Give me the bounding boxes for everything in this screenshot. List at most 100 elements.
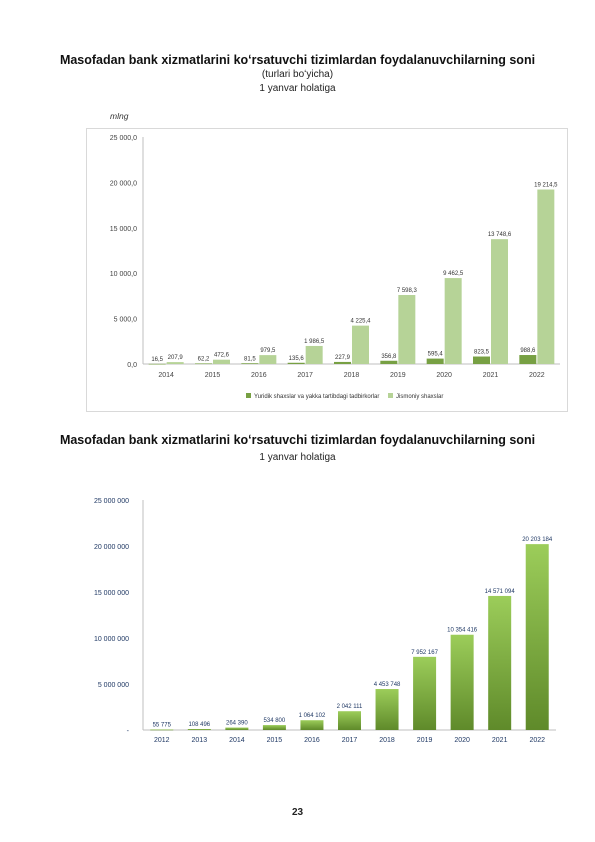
chart1-xtick-label: 2016 — [251, 372, 267, 379]
chart1-subtitle-date: 1 yanvar holatiga — [259, 83, 336, 94]
chart2-subtitle-date: 1 yanvar holatiga — [259, 452, 336, 463]
chart2-xtick-label: 2019 — [417, 737, 433, 744]
chart1-data-label: 4 225,4 — [350, 319, 371, 325]
chart2-xtick-label: 2018 — [379, 737, 395, 744]
chart1-ytick-label: 20 000,0 — [110, 180, 137, 187]
chart1-bar — [380, 360, 398, 364]
chart2-data-label: 14 571 094 — [485, 589, 516, 595]
chart2-bar — [375, 689, 399, 730]
chart1-bar — [287, 362, 305, 364]
chart2-xtick-label: 2014 — [229, 737, 245, 744]
chart1-data-label: 595,4 — [428, 352, 444, 358]
chart1-bar — [398, 295, 416, 364]
chart1-legend-swatch — [388, 393, 393, 398]
page-number: 23 — [291, 807, 304, 818]
chart1-xtick-label: 2021 — [483, 372, 499, 379]
chart2-data-label: 264 390 — [226, 721, 248, 727]
chart2-ytick-label: 20 000 000 — [94, 544, 129, 551]
chart1-ytick-label: 25 000,0 — [110, 135, 137, 142]
chart1-unit-label: mlng — [110, 111, 129, 121]
chart1-xtick-label: 2018 — [344, 372, 360, 379]
chart2-data-label: 7 952 167 — [411, 650, 438, 656]
chart2-svg: - 5 000 000 10 000 000 15 000 000 20 000 000… — [94, 498, 556, 744]
chart2-ytick-label: - — [127, 728, 130, 735]
chart1-xtick-label: 2015 — [205, 372, 221, 379]
chart1-svg: 0,0 5 000,0 10 000,0 15 000,0 20 000,0 25 000… — [110, 135, 560, 400]
chart1-data-label: 135,6 — [289, 356, 305, 362]
chart1-data-label: 988,6 — [520, 348, 536, 354]
chart1-legend-label: Yuridik shaxslar va yakka tartibdagi tad… — [254, 394, 379, 400]
chart2-xtick-label: 2015 — [267, 737, 283, 744]
chart1-bar — [195, 363, 212, 365]
chart2-bar — [262, 725, 286, 730]
chart1-bar — [213, 359, 230, 364]
chart1-data-label: 227,9 — [335, 355, 351, 361]
chart2-bar — [488, 595, 512, 730]
chart1-xtick-label: 2019 — [390, 372, 406, 379]
chart2-xtick-label: 2020 — [454, 737, 470, 744]
chart1-bar — [352, 325, 369, 364]
chart1-bar — [491, 239, 508, 364]
chart2-ytick-label: 5 000 000 — [98, 682, 129, 689]
chart2-title: Masofadan bank xizmatlarini koʻrsatuvchi… — [59, 433, 536, 447]
chart2-bar — [413, 656, 437, 730]
chart2-bar — [150, 729, 174, 731]
chart1-bar — [473, 356, 490, 364]
chart1-bar — [519, 355, 537, 364]
chart1-bar — [305, 345, 323, 364]
chart1-bar — [259, 355, 277, 364]
chart1-frame — [86, 128, 568, 412]
chart1-data-label: 13 748,6 — [488, 232, 512, 238]
chart2-bar — [300, 720, 324, 730]
chart2-data-label: 108 496 — [188, 722, 210, 728]
chart2-xtick-label: 2021 — [492, 737, 508, 744]
chart2-ytick-label: 25 000 000 — [94, 498, 129, 505]
chart2-data-label: 20 203 184 — [522, 537, 553, 543]
chart1-data-label: 979,5 — [260, 348, 276, 354]
chart1-ytick-label: 5 000,0 — [114, 317, 137, 324]
chart2-bar — [225, 727, 249, 730]
chart1-data-label: 9 462,5 — [443, 271, 464, 277]
chart1-ytick-label: 0,0 — [127, 362, 137, 369]
chart1-data-label: 7 598,3 — [397, 288, 418, 294]
chart1-data-label: 823,5 — [474, 350, 490, 356]
chart1-subtitle-type: (turlari boʻyicha) — [261, 69, 334, 80]
chart2-data-label: 4 453 748 — [374, 682, 401, 688]
chart2-bar — [187, 729, 211, 730]
chart1-bar — [334, 361, 351, 364]
chart1-data-label: 19 214,5 — [534, 183, 558, 189]
chart1-title: Masofadan bank xizmatlarini koʻrsatuvchi… — [59, 53, 536, 67]
chart1-bar — [241, 363, 259, 364]
chart2-bar — [338, 711, 361, 730]
chart1-xtick-label: 2014 — [158, 372, 174, 379]
chart1-ytick-label: 15 000,0 — [110, 226, 137, 233]
chart1-data-label: 62,2 — [198, 356, 210, 362]
chart2-data-label: 1 064 102 — [299, 713, 326, 719]
chart2-xtick-label: 2022 — [529, 737, 545, 744]
chart2-ytick-label: 10 000 000 — [94, 636, 129, 643]
chart2-xtick-label: 2012 — [154, 737, 170, 744]
chart2-xtick-label: 2017 — [342, 737, 358, 744]
chart2-data-label: 55 775 — [153, 722, 172, 728]
chart2-bar — [525, 544, 549, 730]
chart1-xtick-label: 2020 — [436, 372, 452, 379]
chart1-data-label: 81,5 — [244, 356, 256, 362]
chart1-xtick-label: 2017 — [297, 372, 313, 379]
chart2-xtick-label: 2016 — [304, 737, 320, 744]
chart1-bar — [426, 358, 444, 364]
chart1-data-label: 356,8 — [381, 354, 397, 360]
chart1-bar — [444, 278, 462, 364]
chart1-ytick-label: 10 000,0 — [110, 271, 137, 278]
chart2-bar — [450, 634, 474, 730]
chart1-xtick-label: 2022 — [529, 372, 545, 379]
chart1-data-label: 1 986,5 — [304, 339, 325, 345]
chart1-legend-swatch — [246, 393, 251, 398]
chart1-legend-label: Jismoniy shaxslar — [396, 394, 443, 400]
chart1-bar — [148, 363, 166, 365]
chart1-data-label: 207,9 — [168, 355, 184, 361]
chart2-ytick-label: 15 000 000 — [94, 590, 129, 597]
chart1-bar — [537, 189, 555, 364]
chart1-data-label: 16,5 — [151, 357, 163, 363]
chart2-data-label: 2 042 111 — [337, 704, 363, 710]
chart2-xtick-label: 2013 — [192, 737, 208, 744]
